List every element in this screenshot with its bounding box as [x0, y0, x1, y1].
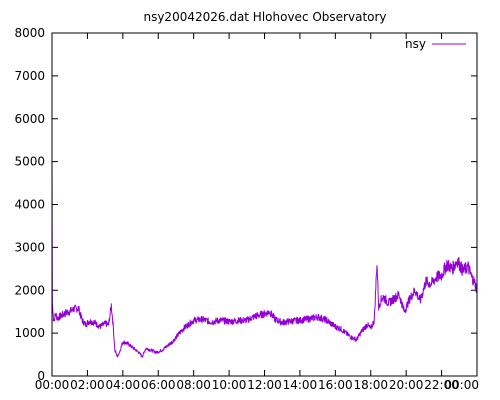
series-line-nsy [51, 161, 478, 358]
y-tick-label: 3000 [14, 240, 45, 254]
x-tick-label: 18:00 [353, 378, 388, 392]
x-tick-label: 02:00 [70, 378, 105, 392]
x-tick-label: 10:00 [212, 378, 247, 392]
legend: nsy [405, 37, 466, 51]
x-tick-label: 16:00 [318, 378, 353, 392]
y-tick-label: 2000 [14, 283, 45, 297]
y-tick-label: 5000 [14, 155, 45, 169]
plot-frame [51, 32, 478, 377]
x-tick-label: 20:00 [389, 378, 424, 392]
x-tick-label: 08:00 [176, 378, 211, 392]
legend-label: nsy [405, 37, 426, 51]
y-tick-label: 4000 [14, 198, 45, 212]
y-tick-label: 6000 [14, 112, 45, 126]
x-tick-label: 00:00 [35, 378, 70, 392]
x-tick-label: 00:00 [444, 378, 479, 392]
x-tick-label: 14:00 [283, 378, 318, 392]
x-tick-label: 22:00 [424, 378, 459, 392]
y-tick-label: 8000 [14, 26, 45, 40]
y-tick-label: 0 [37, 369, 45, 383]
y-tick-label: 7000 [14, 69, 45, 83]
x-tick-label: 04:00 [106, 378, 141, 392]
x-tick-label: 12:00 [247, 378, 282, 392]
chart-title: nsy20042026.dat Hlohovec Observatory [143, 10, 386, 24]
x-tick-label: 06:00 [141, 378, 176, 392]
y-tick-label: 1000 [14, 326, 45, 340]
